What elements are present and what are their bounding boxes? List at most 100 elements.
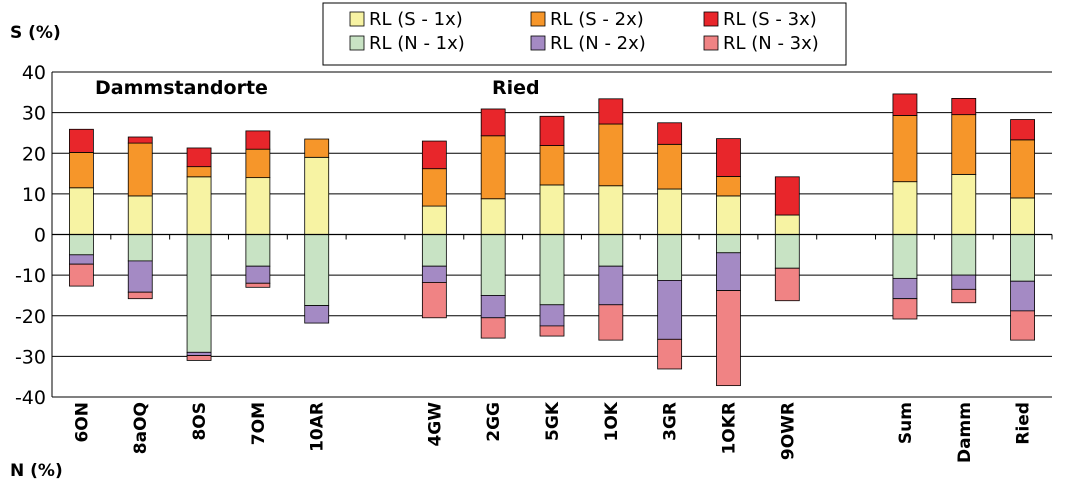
y-tick-label: 30 [22, 103, 46, 125]
bar-segment [304, 138, 330, 158]
bar-segment [245, 265, 271, 284]
x-tick-label: Damm [955, 402, 975, 463]
bar-segment [186, 176, 212, 235]
bar-segment [480, 234, 506, 296]
bar-segment [539, 304, 565, 327]
bar-segment [186, 234, 212, 353]
axes [51, 72, 1053, 397]
bar-segment [892, 181, 918, 235]
bar-segment [480, 317, 506, 339]
bar-segment [480, 198, 506, 235]
legend-label: RL (S - 2x) [550, 9, 644, 30]
bar-segment [657, 188, 683, 235]
bar-segment [539, 115, 565, 146]
y-tick-label: 0 [34, 225, 46, 247]
bar-segment [539, 234, 565, 306]
bar-segment [716, 176, 741, 197]
bar-segment [69, 152, 94, 189]
bar-segment [421, 205, 447, 235]
bar-segment [716, 138, 741, 177]
bar-segment [716, 290, 741, 387]
bar-segment [186, 166, 212, 178]
bar-segment [304, 234, 330, 306]
x-tick-label: 3GR [661, 402, 681, 441]
x-tick-label: 7OM [249, 402, 269, 445]
bar-segment [1010, 310, 1035, 341]
legend-swatch [530, 11, 546, 27]
bar-segment [1010, 280, 1035, 312]
x-tick-label: 8OS [190, 402, 210, 441]
bar-segment [186, 351, 212, 356]
bar-segment [245, 177, 271, 235]
x-tick-label: 10AR [308, 402, 328, 452]
x-tick-labels: 6ON 8aOQ 8OS 7OM 10AR 4GW 2GG 5GK 1OK 3GR 1OKR 9OWR… [72, 401, 1033, 463]
legend-swatch [530, 35, 546, 51]
bar-segment [421, 140, 447, 170]
bar-segment [774, 176, 800, 216]
legend-swatch [349, 11, 365, 27]
bar-segment [1010, 119, 1035, 141]
bar-segment [127, 136, 153, 144]
bar-segment [892, 277, 918, 300]
group-label: Dammstandorte [95, 77, 268, 99]
bar-segment [1010, 197, 1035, 235]
bar-segment [245, 148, 271, 179]
y-tick-label: 10 [22, 184, 46, 206]
legend-swatch [349, 35, 365, 51]
bar-segment [774, 234, 800, 269]
bar-segment [951, 173, 977, 235]
bar-segment [69, 263, 94, 287]
y-axis-label-bottom: N (%) [10, 461, 63, 481]
bar-segment [598, 123, 624, 187]
y-tick-label: 40 [22, 62, 46, 84]
bar-segment [69, 254, 94, 265]
x-tick-label: Sum [896, 402, 916, 444]
bar-segment [598, 304, 624, 341]
bar-segment [127, 291, 153, 300]
bar-segment [951, 114, 977, 175]
legend-label: RL (N - 2x) [550, 33, 646, 54]
y-tick-labels: 40 30 20 10 0 -10 -20 -30 -40 [15, 62, 46, 409]
bar-segment [245, 130, 271, 150]
bar-segment [127, 260, 153, 293]
bar-segment [127, 142, 153, 197]
bar-segment [421, 234, 447, 267]
bar-segment [774, 214, 800, 235]
bar-segment [1010, 139, 1035, 199]
bar-segment [245, 234, 271, 267]
bar-segment [657, 122, 683, 145]
bar-segment [598, 265, 624, 306]
bar-segment [304, 305, 330, 324]
legend: RL (S - 1x) RL (S - 2x) RL (S - 3x) RL (N -… [322, 2, 847, 66]
bar-segment [716, 252, 741, 291]
bar-segment [951, 234, 977, 276]
bar-segment [539, 184, 565, 235]
bar-segment [598, 98, 624, 125]
legend-swatch [703, 35, 719, 51]
bar-segment [421, 282, 447, 319]
annotations: S (%) N (%) Dammstandorte Ried [10, 23, 540, 481]
y-tick-label: -40 [15, 387, 46, 409]
bar-segment [598, 185, 624, 235]
bar-segment [657, 338, 683, 370]
legend-label: RL (N - 3x) [723, 33, 819, 54]
x-tick-label: 6ON [72, 402, 92, 443]
bar-segment [774, 267, 800, 302]
bar-segment [951, 98, 977, 116]
bar-segment [657, 234, 683, 281]
bar-segment [1010, 234, 1035, 282]
bar-segment [421, 265, 447, 283]
bar-segment [480, 135, 506, 200]
y-tick-label: -20 [15, 306, 46, 328]
bar-segment [245, 282, 271, 288]
bar-segment [480, 295, 506, 319]
x-tick-label: 2GG [484, 402, 504, 442]
bar-segment [716, 195, 741, 235]
bar-segment [186, 147, 212, 168]
bar-segment [716, 234, 741, 254]
y-axis-label-top: S (%) [10, 23, 61, 43]
legend-label: RL (N - 1x) [369, 33, 465, 54]
bar-segment [892, 234, 918, 279]
